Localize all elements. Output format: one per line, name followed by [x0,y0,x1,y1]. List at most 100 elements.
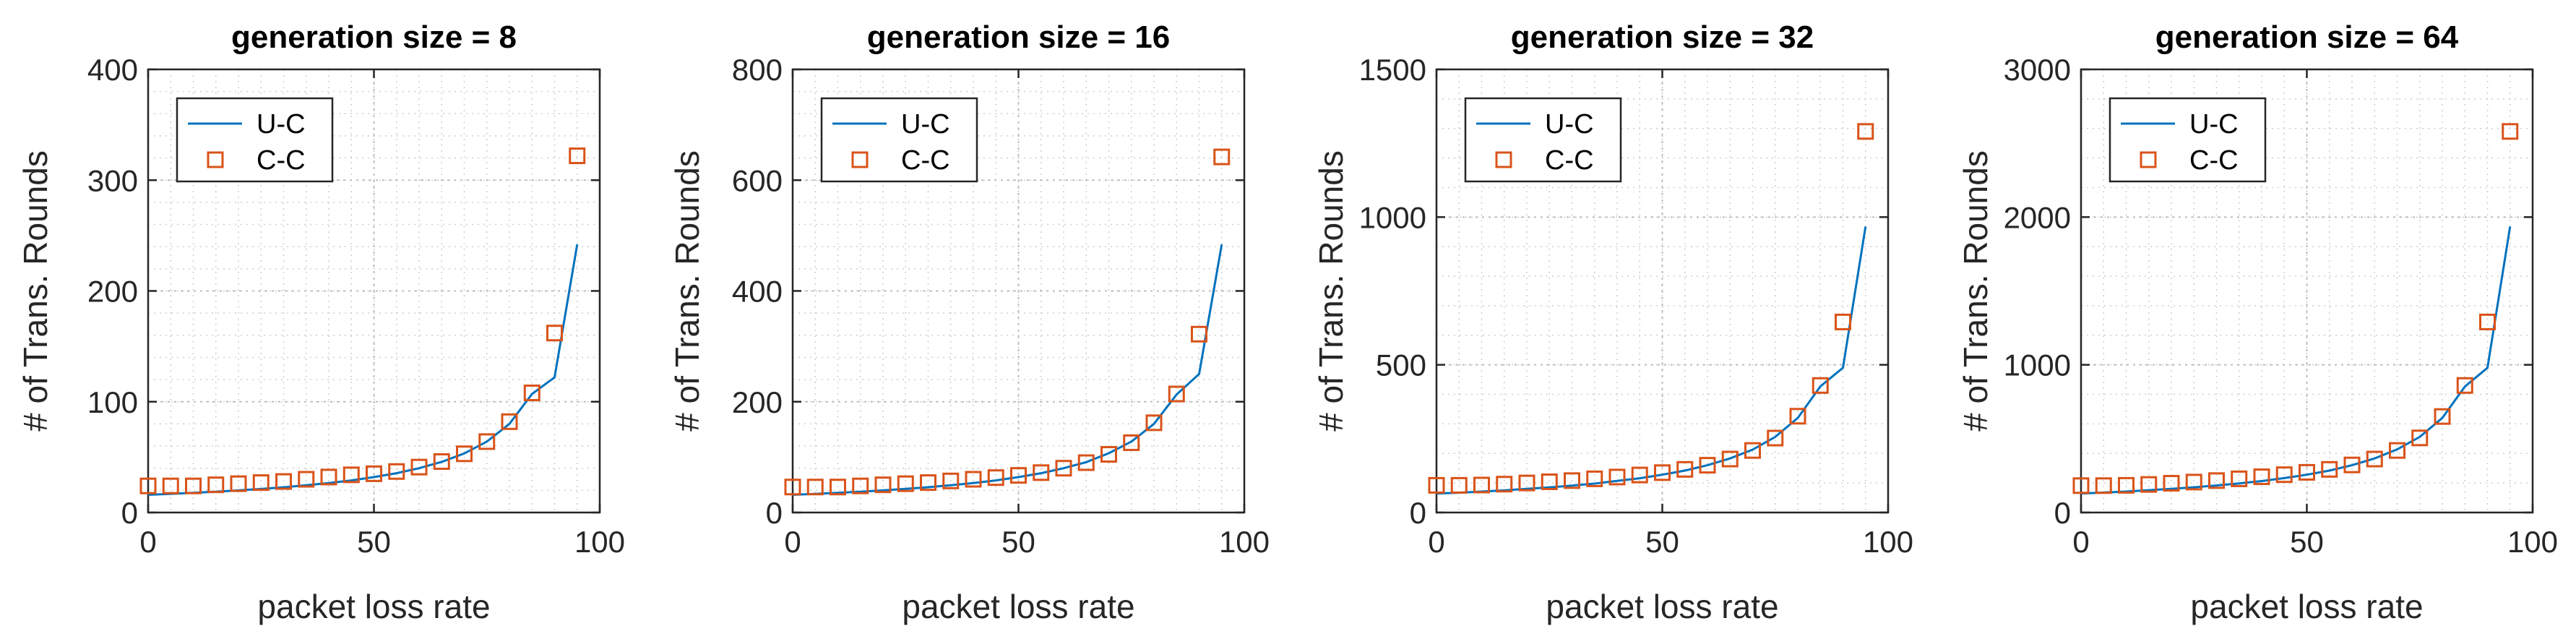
data-point-C-C [1055,460,1072,477]
x-tick-label: 0 [1428,525,1444,559]
data-point-C-C [185,477,202,494]
legend-marker-swatch [2140,151,2157,168]
data-point-C-C [501,413,518,430]
legend-label: C-C [2189,145,2239,176]
y-tick-label: 200 [732,385,783,419]
data-point-C-C [2072,477,2090,494]
y-tick-label: 500 [1376,348,1426,382]
data-point-C-C [1654,464,1671,481]
y-tick-label: 200 [87,275,138,309]
legend-marker-swatch [207,151,224,168]
x-axis-label: packet loss rate [2190,588,2423,625]
data-point-C-C [2502,123,2519,140]
data-point-C-C [1100,446,1117,463]
data-point-C-C [2231,470,2248,487]
chart-title: generation size = 32 [1511,20,1814,55]
y-tick-label: 1000 [1359,200,1426,234]
data-point-C-C [987,469,1004,486]
data-point-C-C [456,445,473,463]
data-point-C-C [2275,466,2293,484]
y-tick-label: 400 [87,53,138,87]
legend-marker-swatch [851,151,869,168]
data-point-C-C [1767,429,1784,447]
data-point-C-C [1033,464,1050,481]
data-point-C-C [2366,450,2383,468]
data-point-C-C [2456,377,2473,394]
legend-label: C-C [901,145,950,176]
x-tick-label: 100 [1219,525,1270,559]
y-tick-label: 2000 [2004,200,2071,234]
data-point-C-C [1744,442,1761,459]
data-point-C-C [2321,460,2338,478]
data-point-C-C [1010,467,1027,484]
y-tick-label: 100 [87,385,138,419]
data-point-C-C [2434,408,2451,425]
x-tick-label: 100 [2507,525,2558,559]
data-point-C-C [2411,429,2429,447]
data-point-C-C [546,325,563,342]
data-point-C-C [1608,468,1626,486]
data-point-C-C [1541,473,1558,490]
legend-label: C-C [257,145,306,176]
y-tick-label: 0 [121,496,138,530]
legend-box [2108,97,2267,183]
data-point-C-C [1835,313,1851,330]
x-tick-label: 0 [139,525,156,559]
data-point-C-C [569,147,586,165]
data-point-C-C [942,472,960,489]
data-point-C-C [162,477,179,494]
data-point-C-C [252,474,270,492]
data-point-C-C [1564,472,1580,489]
data-point-C-C [1518,474,1535,492]
data-point-C-C [2185,473,2202,491]
data-point-C-C [1213,148,1231,166]
data-point-C-C [2208,472,2225,489]
legend-label: U-C [257,109,306,140]
data-point-C-C [478,433,496,450]
x-tick-label: 50 [2290,525,2324,559]
data-point-C-C [920,474,936,492]
legend-box [1464,97,1622,183]
data-point-C-C [1586,470,1603,487]
data-point-C-C [1631,466,1648,484]
chart-title: generation size = 64 [2155,20,2459,55]
data-point-C-C [207,476,225,494]
legend-label: C-C [1545,145,1594,176]
y-tick-label: 600 [732,163,783,197]
legend-box [176,97,334,183]
data-point-C-C [523,384,540,401]
data-point-C-C [852,477,869,494]
data-point-C-C [1123,434,1140,451]
data-point-C-C [1077,454,1095,471]
data-point-C-C [1721,450,1739,468]
data-point-C-C [2163,475,2180,492]
y-tick-label: 300 [87,163,138,197]
data-point-C-C [343,466,360,484]
data-point-C-C [1699,457,1716,474]
data-point-C-C [1145,414,1163,432]
y-tick-label: 3000 [2004,53,2071,87]
data-point-C-C [410,458,428,476]
y-tick-label: 0 [2054,496,2071,530]
legend-label: U-C [2189,109,2239,140]
y-tick-label: 1000 [2004,348,2071,382]
data-point-C-C [2140,476,2158,493]
data-point-C-C [1428,476,1445,494]
y-axis-label: # of Trans. Rounds [1312,150,1350,432]
data-point-C-C [897,475,914,492]
data-point-C-C [965,471,982,488]
data-point-C-C [2479,313,2496,330]
data-point-C-C [784,479,801,496]
legend-marker-swatch [1495,151,1512,168]
chart-title: generation size = 16 [867,20,1170,55]
x-tick-label: 100 [1863,525,1913,559]
x-tick-label: 50 [357,525,391,559]
data-point-C-C [230,475,247,492]
y-tick-label: 800 [732,53,783,87]
series-line-U-C [792,244,1223,496]
data-point-C-C [298,471,315,488]
x-axis-label: packet loss rate [1546,588,1778,625]
y-tick-label: 0 [1410,496,1426,530]
